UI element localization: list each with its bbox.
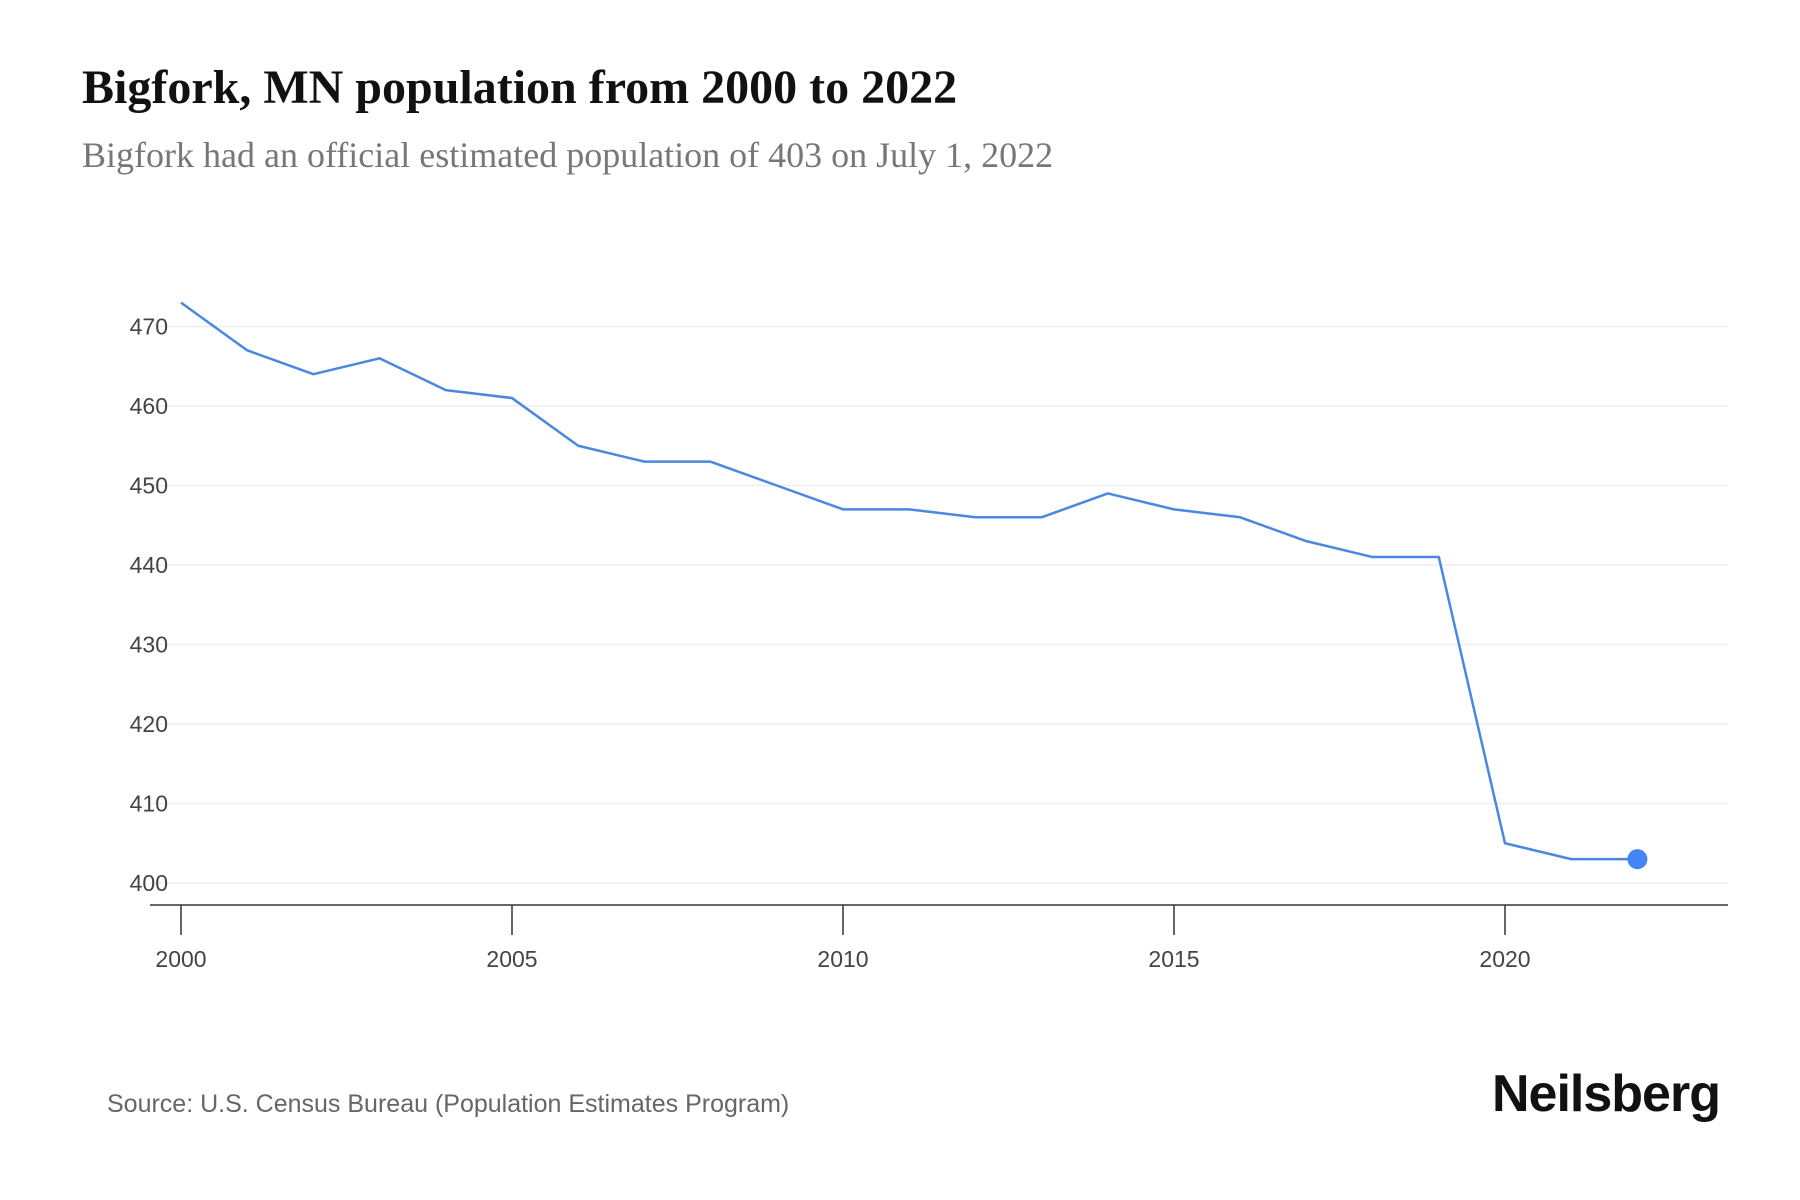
y-tick-label: 430 xyxy=(130,632,168,658)
data-point-2022 xyxy=(1627,849,1648,870)
source-note: Source: U.S. Census Bureau (Population E… xyxy=(107,1090,790,1118)
y-tick-label: 440 xyxy=(130,552,168,578)
x-tick-label: 2020 xyxy=(1479,946,1530,972)
y-tick-label: 460 xyxy=(130,393,168,419)
x-tick-label: 2005 xyxy=(486,946,537,972)
y-tick-label: 400 xyxy=(130,870,168,896)
y-tick-label: 450 xyxy=(130,473,168,499)
x-tick-label: 2000 xyxy=(155,946,206,972)
neilsberg-logo: Neilsberg xyxy=(1492,1065,1721,1123)
chart-subtitle: Bigfork had an official estimated popula… xyxy=(82,135,1054,175)
y-tick-label: 410 xyxy=(130,791,168,817)
y-tick-label: 420 xyxy=(130,711,168,737)
chart-title: Bigfork, MN population from 2000 to 2022 xyxy=(82,61,958,114)
y-tick-label: 470 xyxy=(130,314,168,340)
x-tick-label: 2010 xyxy=(817,946,868,972)
population-line xyxy=(180,301,1638,861)
x-tick-label: 2015 xyxy=(1148,946,1199,972)
